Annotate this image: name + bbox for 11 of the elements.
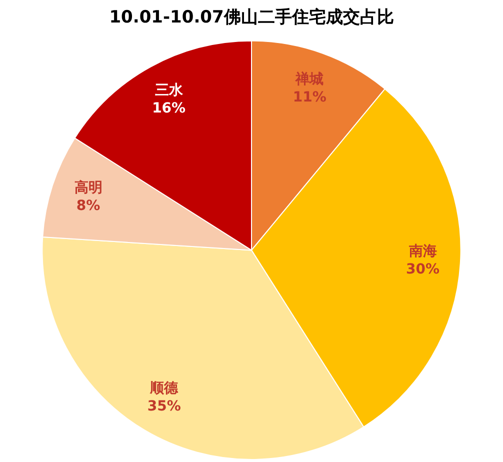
slice-label: 高明 — [74, 178, 102, 196]
chart-title: 10.01-10.07佛山二手住宅成交占比 — [109, 8, 394, 28]
data-label: 16% — [152, 100, 186, 116]
slice-label: 三水 — [154, 82, 184, 98]
slice-label: 顺德 — [149, 380, 180, 397]
slice-label: 南海 — [408, 244, 437, 260]
data-label: 30% — [406, 262, 440, 278]
data-label: 11% — [292, 89, 326, 106]
slice-label: 禅城 — [294, 70, 324, 88]
data-label: 35% — [147, 398, 181, 415]
data-label: 8% — [76, 198, 100, 214]
